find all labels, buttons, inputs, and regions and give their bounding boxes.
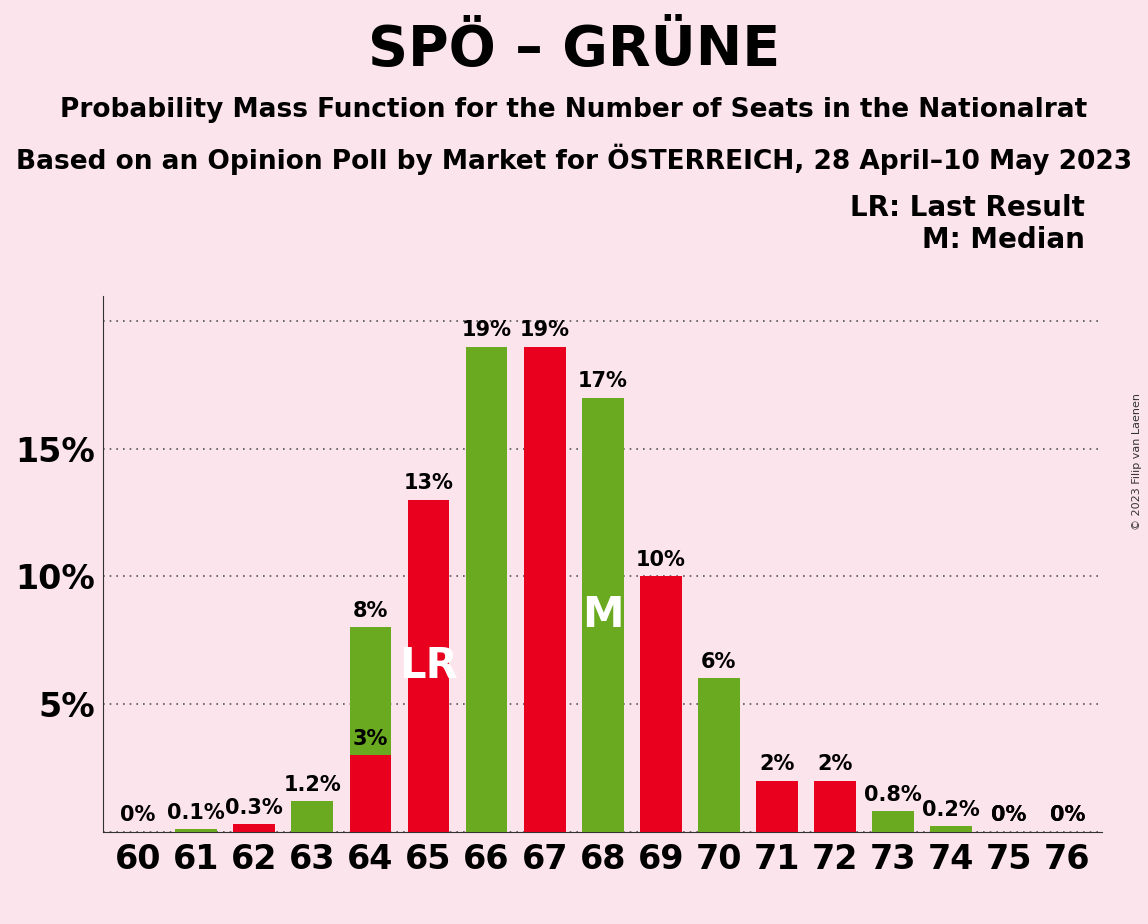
Text: 1.2%: 1.2%	[284, 774, 341, 795]
Text: 0.8%: 0.8%	[864, 784, 922, 805]
Text: 0%: 0%	[1049, 805, 1085, 825]
Text: 6%: 6%	[701, 652, 737, 672]
Bar	[176, 829, 217, 832]
Text: SPÖ – GRÜNE: SPÖ – GRÜNE	[367, 23, 781, 77]
Text: 8%: 8%	[352, 601, 388, 621]
Bar	[466, 346, 507, 832]
Bar	[349, 755, 391, 832]
Text: Based on an Opinion Poll by Market for ÖSTERREICH, 28 April–10 May 2023: Based on an Opinion Poll by Market for Ö…	[16, 143, 1132, 175]
Bar	[582, 397, 623, 832]
Bar	[698, 678, 739, 832]
Text: 0.1%: 0.1%	[168, 803, 225, 822]
Bar	[408, 500, 449, 832]
Text: 19%: 19%	[461, 321, 512, 340]
Text: LR: Last Result: LR: Last Result	[850, 194, 1085, 222]
Text: © 2023 Filip van Laenen: © 2023 Filip van Laenen	[1132, 394, 1142, 530]
Bar	[872, 811, 914, 832]
Bar	[349, 627, 391, 832]
Bar	[233, 824, 276, 832]
Text: 10%: 10%	[636, 550, 685, 570]
Text: Probability Mass Function for the Number of Seats in the Nationalrat: Probability Mass Function for the Number…	[61, 97, 1087, 123]
Bar	[930, 826, 972, 832]
Text: 0%: 0%	[992, 805, 1026, 825]
Text: 0%: 0%	[121, 805, 156, 825]
Bar	[757, 781, 798, 832]
Bar	[639, 577, 682, 832]
Bar	[523, 346, 566, 832]
Text: 0%: 0%	[1049, 805, 1085, 825]
Text: 2%: 2%	[817, 754, 853, 774]
Text: 17%: 17%	[577, 371, 628, 392]
Bar	[292, 801, 333, 832]
Text: M: M	[582, 594, 623, 636]
Text: 19%: 19%	[520, 321, 569, 340]
Text: 0.3%: 0.3%	[225, 797, 284, 818]
Text: 0%: 0%	[992, 805, 1026, 825]
Text: 3%: 3%	[352, 729, 388, 748]
Text: 13%: 13%	[404, 473, 453, 493]
Text: M: Median: M: Median	[922, 226, 1085, 254]
Text: 2%: 2%	[759, 754, 794, 774]
Text: LR: LR	[400, 645, 458, 687]
Text: 0.2%: 0.2%	[922, 800, 980, 821]
Bar	[814, 781, 856, 832]
